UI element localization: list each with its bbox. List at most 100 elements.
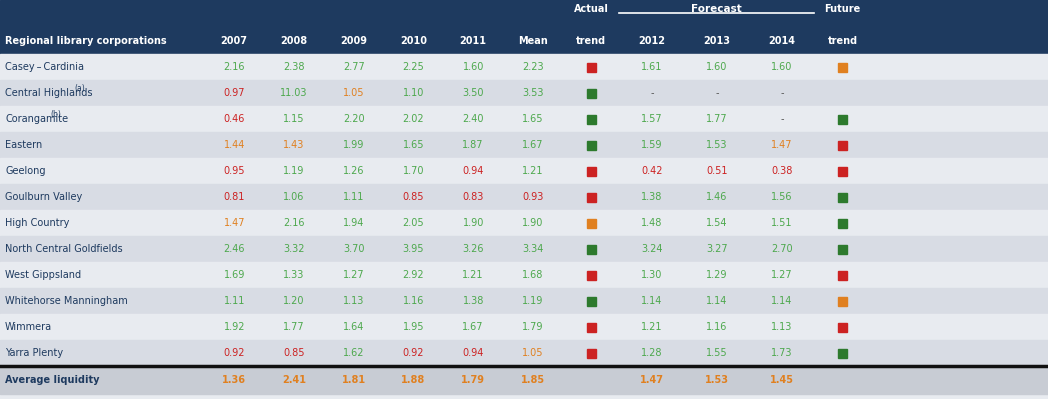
Text: 1.51: 1.51 bbox=[771, 218, 792, 228]
Text: 0.81: 0.81 bbox=[223, 192, 245, 202]
Text: 1.19: 1.19 bbox=[283, 166, 305, 176]
Text: 2008: 2008 bbox=[281, 36, 307, 46]
Text: 2.23: 2.23 bbox=[522, 62, 544, 72]
Bar bbox=[838, 63, 847, 71]
Bar bbox=[0, 28, 1048, 54]
Text: -: - bbox=[780, 114, 784, 124]
Text: 2.46: 2.46 bbox=[223, 244, 245, 254]
Text: 1.60: 1.60 bbox=[706, 62, 727, 72]
Text: trend: trend bbox=[828, 36, 857, 46]
Text: 2014: 2014 bbox=[768, 36, 795, 46]
Text: 2.05: 2.05 bbox=[402, 218, 424, 228]
Text: 1.56: 1.56 bbox=[771, 192, 792, 202]
Text: 2.25: 2.25 bbox=[402, 62, 424, 72]
Bar bbox=[587, 296, 595, 306]
Text: 1.87: 1.87 bbox=[462, 140, 484, 150]
Text: 1.54: 1.54 bbox=[706, 218, 727, 228]
Text: 0.92: 0.92 bbox=[402, 348, 424, 358]
Text: 1.13: 1.13 bbox=[343, 296, 365, 306]
Text: 1.68: 1.68 bbox=[522, 270, 544, 280]
Bar bbox=[587, 271, 595, 280]
Text: Corangamite: Corangamite bbox=[5, 114, 68, 124]
Bar bbox=[0, 184, 1048, 210]
Text: Future: Future bbox=[825, 4, 860, 14]
Bar bbox=[587, 140, 595, 150]
Text: 1.69: 1.69 bbox=[223, 270, 245, 280]
Bar bbox=[838, 192, 847, 201]
Text: 3.53: 3.53 bbox=[522, 88, 544, 98]
Text: 1.77: 1.77 bbox=[706, 114, 727, 124]
Bar bbox=[838, 166, 847, 176]
Text: 2012: 2012 bbox=[638, 36, 665, 46]
Text: 2.16: 2.16 bbox=[283, 218, 305, 228]
Bar bbox=[587, 63, 595, 71]
Text: 1.92: 1.92 bbox=[223, 322, 245, 332]
Text: Goulburn Valley: Goulburn Valley bbox=[5, 192, 82, 202]
Text: 1.45: 1.45 bbox=[770, 375, 793, 385]
Text: 1.21: 1.21 bbox=[522, 166, 544, 176]
Text: 1.14: 1.14 bbox=[641, 296, 662, 306]
Text: (a): (a) bbox=[74, 83, 86, 93]
Text: 0.51: 0.51 bbox=[706, 166, 727, 176]
Text: Regional library corporations: Regional library corporations bbox=[5, 36, 167, 46]
Bar bbox=[587, 89, 595, 97]
Text: 1.73: 1.73 bbox=[771, 348, 792, 358]
Text: 1.67: 1.67 bbox=[522, 140, 544, 150]
Text: 1.05: 1.05 bbox=[522, 348, 544, 358]
Text: 3.34: 3.34 bbox=[522, 244, 544, 254]
Text: 1.61: 1.61 bbox=[641, 62, 662, 72]
Text: 1.90: 1.90 bbox=[462, 218, 484, 228]
Text: 1.43: 1.43 bbox=[283, 140, 305, 150]
Text: 1.14: 1.14 bbox=[771, 296, 792, 306]
Text: 2009: 2009 bbox=[341, 36, 367, 46]
Text: Yarra Plenty: Yarra Plenty bbox=[5, 348, 63, 358]
Text: 0.38: 0.38 bbox=[771, 166, 792, 176]
Text: 1.65: 1.65 bbox=[402, 140, 424, 150]
Text: 1.26: 1.26 bbox=[343, 166, 365, 176]
Text: 1.57: 1.57 bbox=[641, 114, 662, 124]
Text: 0.94: 0.94 bbox=[462, 348, 484, 358]
Text: 1.14: 1.14 bbox=[706, 296, 727, 306]
Text: 1.15: 1.15 bbox=[283, 114, 305, 124]
Bar bbox=[838, 219, 847, 227]
Bar bbox=[0, 262, 1048, 288]
Text: 2.40: 2.40 bbox=[462, 114, 484, 124]
Text: 1.81: 1.81 bbox=[342, 375, 366, 385]
Text: Geelong: Geelong bbox=[5, 166, 45, 176]
Bar bbox=[0, 314, 1048, 340]
Text: 2.16: 2.16 bbox=[223, 62, 245, 72]
Text: 3.95: 3.95 bbox=[402, 244, 424, 254]
Bar bbox=[0, 158, 1048, 184]
Text: 1.20: 1.20 bbox=[283, 296, 305, 306]
Bar bbox=[0, 288, 1048, 314]
Bar bbox=[0, 366, 1048, 394]
Text: 1.59: 1.59 bbox=[641, 140, 662, 150]
Bar bbox=[838, 348, 847, 358]
Bar bbox=[838, 140, 847, 150]
Text: 2.41: 2.41 bbox=[282, 375, 306, 385]
Bar bbox=[587, 322, 595, 332]
Text: 3.27: 3.27 bbox=[706, 244, 727, 254]
Bar bbox=[587, 219, 595, 227]
Text: 1.90: 1.90 bbox=[522, 218, 544, 228]
Text: 1.11: 1.11 bbox=[223, 296, 245, 306]
Text: 1.27: 1.27 bbox=[771, 270, 792, 280]
Text: 1.60: 1.60 bbox=[771, 62, 792, 72]
Text: 2.70: 2.70 bbox=[771, 244, 792, 254]
Bar bbox=[838, 271, 847, 280]
Text: 1.46: 1.46 bbox=[706, 192, 727, 202]
Text: 2.38: 2.38 bbox=[283, 62, 305, 72]
Text: 3.32: 3.32 bbox=[283, 244, 305, 254]
Text: 0.42: 0.42 bbox=[641, 166, 662, 176]
Text: 1.27: 1.27 bbox=[343, 270, 365, 280]
Bar bbox=[838, 296, 847, 306]
Bar bbox=[0, 106, 1048, 132]
Text: Forecast: Forecast bbox=[692, 4, 742, 14]
Text: 1.77: 1.77 bbox=[283, 322, 305, 332]
Text: 1.19: 1.19 bbox=[522, 296, 544, 306]
Bar bbox=[587, 166, 595, 176]
Text: 1.06: 1.06 bbox=[283, 192, 305, 202]
Text: 1.47: 1.47 bbox=[640, 375, 663, 385]
Text: 1.47: 1.47 bbox=[223, 218, 245, 228]
Text: 3.70: 3.70 bbox=[343, 244, 365, 254]
